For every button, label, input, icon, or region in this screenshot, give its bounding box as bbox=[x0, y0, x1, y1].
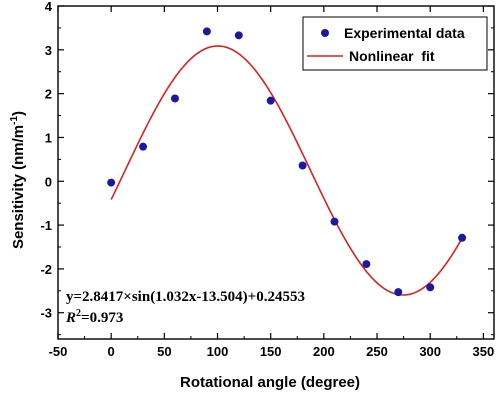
fit-equation: y=2.8417×sin(1.032x-13.504)+0.24553 bbox=[66, 289, 305, 305]
x-tick-label: -50 bbox=[49, 344, 68, 359]
y-tick-label: -3 bbox=[40, 306, 52, 321]
x-tick-label: 300 bbox=[419, 344, 441, 359]
data-point bbox=[394, 288, 403, 297]
data-point bbox=[170, 94, 179, 103]
data-point bbox=[202, 27, 211, 36]
legend-label-experimental: Experimental data bbox=[344, 25, 465, 41]
r-squared: R2=0.973 bbox=[65, 308, 123, 326]
x-tick-label: 200 bbox=[313, 344, 335, 359]
data-point bbox=[234, 31, 243, 40]
experimental-points bbox=[107, 27, 467, 297]
data-point bbox=[107, 178, 116, 187]
axes-frame bbox=[57, 5, 495, 340]
x-tick-label: 350 bbox=[473, 344, 495, 359]
y-tick-label: -2 bbox=[40, 262, 52, 277]
y-tick-label: 4 bbox=[45, 0, 53, 14]
y-tick-label: 1 bbox=[45, 130, 52, 145]
y-tick-label: -1 bbox=[40, 218, 52, 233]
y-tick-label: 2 bbox=[45, 87, 52, 102]
legend-label-fit: Nonlinear fit bbox=[349, 48, 435, 64]
data-point bbox=[298, 161, 307, 170]
x-tick-label: 0 bbox=[108, 344, 115, 359]
data-point bbox=[362, 260, 371, 269]
nonlinear-fit-curve bbox=[110, 45, 463, 296]
y-axis-title: Sensitivity (nm/m-1) bbox=[9, 111, 27, 249]
legend-box bbox=[302, 16, 488, 71]
plot-border bbox=[57, 5, 495, 340]
x-tick-label: 250 bbox=[366, 344, 388, 359]
x-axis-title: Rotational angle (degree) bbox=[180, 374, 360, 391]
data-point bbox=[458, 233, 467, 242]
x-tick-label: 100 bbox=[207, 344, 229, 359]
x-tick-label: 150 bbox=[260, 344, 282, 359]
data-point bbox=[426, 283, 435, 292]
tick-labels: -50 0 50 100 150 200 250 300 350 -3 -2 -1 0 1 2 3 4 bbox=[40, 0, 494, 359]
data-point bbox=[330, 217, 339, 226]
data-point bbox=[266, 96, 275, 105]
x-tick-label: 50 bbox=[157, 344, 171, 359]
y-tick-label: 0 bbox=[45, 174, 52, 189]
legend-marker-experimental bbox=[321, 29, 329, 37]
y-tick-label: 3 bbox=[45, 43, 52, 58]
data-point bbox=[139, 142, 148, 151]
legend: Experimental data Nonlinear fit bbox=[302, 16, 488, 71]
